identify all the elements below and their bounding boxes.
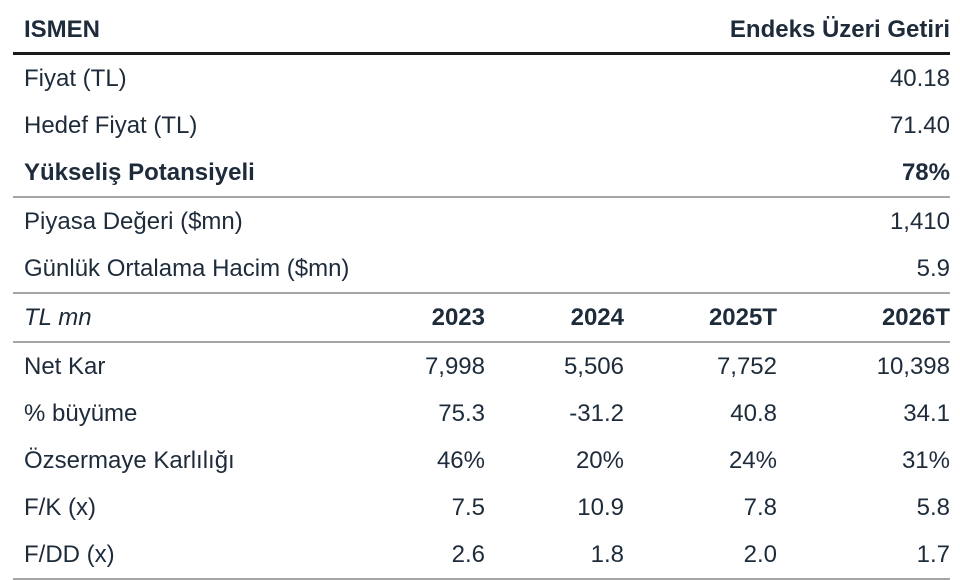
row-label: Fiyat (TL) <box>24 64 127 92</box>
row-value: 40.18 <box>889 64 950 92</box>
cell-value: 40.8 <box>730 399 777 427</box>
cell-value: 7,752 <box>716 352 777 380</box>
row-label: Özsermaye Karlılığı <box>24 446 235 474</box>
row-label: Hedef Fiyat (TL) <box>24 111 198 139</box>
cell-value: 34.1 <box>903 399 950 427</box>
financials-header-row: TL mn 2023 2024 2025T 2026T <box>13 294 950 341</box>
light-divider <box>13 196 950 198</box>
row-label: F/DD (x) <box>24 540 115 568</box>
row-label: F/K (x) <box>24 493 96 521</box>
unit-label: TL mn <box>24 303 92 331</box>
cell-value: 10,398 <box>876 352 950 380</box>
light-divider <box>13 341 950 343</box>
light-divider <box>13 292 950 294</box>
cell-value: 7.5 <box>451 493 485 521</box>
cell-value: 2.6 <box>451 540 485 568</box>
table-row-market-cap: Piyasa Değeri ($mn) 1,410 <box>13 198 950 245</box>
heavy-divider <box>13 52 950 55</box>
ticker-label: ISMEN <box>24 16 101 43</box>
rating-label: Endeks Üzeri Getiri <box>729 16 950 43</box>
table-row-pe: F/K (x) 7.5 10.9 7.8 5.8 <box>13 484 950 531</box>
table-row-target-price: Hedef Fiyat (TL) 71.40 <box>13 102 950 149</box>
cell-value: -31.2 <box>569 399 624 427</box>
row-label: Günlük Ortalama Hacim ($mn) <box>24 254 350 282</box>
table-row-avg-volume: Günlük Ortalama Hacim ($mn) 5.9 <box>13 245 950 292</box>
cell-value: 1.8 <box>590 540 624 568</box>
row-label: Piyasa Değeri ($mn) <box>24 207 243 235</box>
cell-value: 2.0 <box>743 540 777 568</box>
row-value: 5.9 <box>916 254 950 282</box>
table-row-upside: Yükseliş Potansiyeli 78% <box>13 149 950 196</box>
cell-value: 75.3 <box>438 399 485 427</box>
cell-value: 31% <box>901 446 950 474</box>
table-row-roe: Özsermaye Karlılığı 46% 20% 24% 31% <box>13 437 950 484</box>
row-label: Yükseliş Potansiyeli <box>24 158 255 186</box>
cell-value: 20% <box>575 446 624 474</box>
row-value: 78% <box>901 158 950 186</box>
column-header-2025t: 2025T <box>708 303 777 331</box>
cell-value: 5.8 <box>916 493 950 521</box>
cell-value: 7.8 <box>743 493 777 521</box>
table-row-price: Fiyat (TL) 40.18 <box>13 55 950 102</box>
row-label: % büyüme <box>24 399 138 427</box>
cell-value: 24% <box>728 446 777 474</box>
cell-value: 10.9 <box>577 493 624 521</box>
row-value: 71.40 <box>889 111 950 139</box>
table-row-growth: % büyüme 75.3 -31.2 40.8 34.1 <box>13 390 950 437</box>
cell-value: 5,506 <box>563 352 624 380</box>
summary-table: ISMEN Endeks Üzeri Getiri Fiyat (TL) 40.… <box>13 8 950 580</box>
column-header-2026t: 2026T <box>881 303 950 331</box>
table-row-net-profit: Net Kar 7,998 5,506 7,752 10,398 <box>13 343 950 390</box>
cell-value: 46% <box>436 446 485 474</box>
row-value: 1,410 <box>889 207 950 235</box>
title-row: ISMEN Endeks Üzeri Getiri <box>13 8 950 52</box>
column-header-2024: 2024 <box>570 303 624 331</box>
table-row-pb: F/DD (x) 2.6 1.8 2.0 1.7 <box>13 531 950 578</box>
column-header-2023: 2023 <box>431 303 485 331</box>
cell-value: 1.7 <box>916 540 950 568</box>
row-label: Net Kar <box>24 352 106 380</box>
cell-value: 7,998 <box>424 352 485 380</box>
